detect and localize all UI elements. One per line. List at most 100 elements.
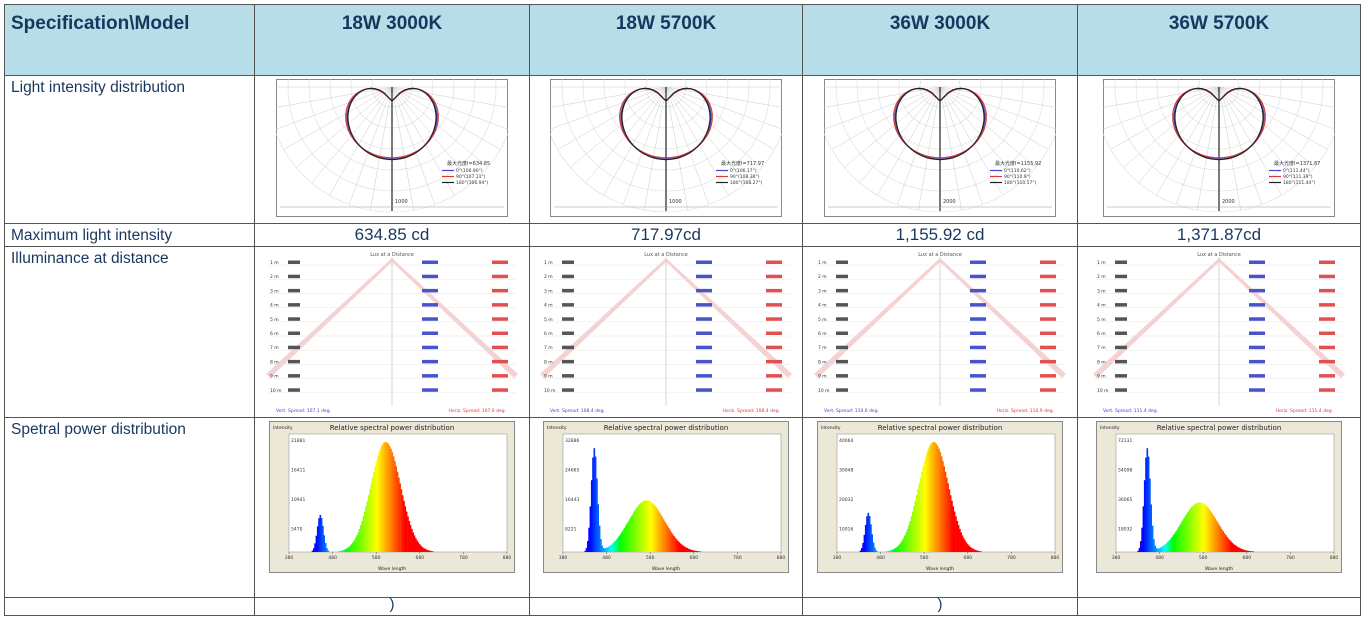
spd-bar <box>889 550 892 552</box>
lux-horiz-spread: Horiz. Spread: 111.4 deg. <box>1276 408 1333 414</box>
spd-bar <box>326 548 328 552</box>
lux-value-blur <box>1115 260 1127 264</box>
lux-value-blur <box>288 274 300 279</box>
spd-bar <box>656 508 658 552</box>
lux-diameter2-blur <box>1040 359 1056 364</box>
spd-bar <box>1248 551 1251 552</box>
spd-bar <box>1157 548 1159 552</box>
spd-bar <box>426 550 429 552</box>
notes-label <box>4 597 255 616</box>
spd-bar <box>350 544 353 552</box>
spd-bar <box>647 500 649 552</box>
spd-bar <box>587 541 589 552</box>
polar-grid-ray <box>665 86 709 205</box>
spd-bar <box>600 539 602 552</box>
lux-value-blur <box>562 260 574 264</box>
lux-diameter2-blur <box>766 317 782 321</box>
polar-grid-ray <box>939 86 1003 196</box>
lux-diameter2-blur <box>1319 303 1335 307</box>
spd-bar <box>1213 516 1215 552</box>
spd-bar <box>1163 545 1166 552</box>
spd-bar <box>421 546 424 552</box>
polar-grid-ray <box>391 86 455 196</box>
lux-diameter-blur <box>696 359 712 364</box>
spd-bar <box>628 519 631 552</box>
polar-grid-ray <box>391 86 508 108</box>
polar-grid-ray <box>877 86 941 196</box>
lux-value-blur <box>562 274 574 279</box>
polar-curve-90deg <box>619 88 713 159</box>
lux-diameter-blur <box>1249 359 1265 364</box>
lux-value-blur <box>288 288 300 293</box>
spd-bar <box>418 544 421 552</box>
spd-bar <box>644 500 647 552</box>
spd-bar <box>618 536 621 552</box>
spd-bar <box>339 551 341 552</box>
lux-horiz-spread: Horiz. Spread: 108.4 deg. <box>723 408 780 414</box>
spd-bar <box>416 540 418 552</box>
spd-bar <box>965 542 968 552</box>
spd-bar <box>396 471 399 552</box>
lux-vert-spread: Vert. Spread: 108.4 deg. <box>550 408 605 414</box>
polar-grid-ray <box>283 86 393 150</box>
spd-bar <box>895 547 897 552</box>
spd-bar <box>367 495 370 552</box>
spd-bar <box>590 480 593 552</box>
lux-diameter-blur <box>970 331 986 335</box>
spd-x-tick: 880 <box>503 555 512 561</box>
polar-grid-ray <box>939 86 962 211</box>
spd-bar <box>977 550 980 552</box>
lux-value-blur <box>288 345 300 350</box>
spd-bar <box>337 551 340 552</box>
polar-grid-ray <box>1110 86 1220 150</box>
polar-grid-ray <box>824 86 941 130</box>
spd-bar <box>613 542 615 552</box>
polar-legend-header: 最大光度I=1155.92 <box>995 160 1041 167</box>
spd-bar <box>677 540 679 552</box>
spd-bar <box>1247 550 1249 552</box>
spd-y-label: Intensity <box>821 425 841 431</box>
spd-x-label: Wave length <box>1205 566 1233 572</box>
polar-grid-ray <box>550 86 667 130</box>
spd-bar <box>875 550 878 552</box>
spd-bar <box>1242 549 1244 552</box>
spd-bar <box>897 545 900 552</box>
spd-x-label: Wave length <box>652 566 680 572</box>
lux-distance-label: 5 m <box>818 317 827 323</box>
spd-bar <box>1179 524 1181 552</box>
lux-value-blur <box>562 359 574 364</box>
spd-bar <box>922 466 925 552</box>
spd-bar <box>668 528 670 552</box>
spd-bar <box>400 489 403 552</box>
spd-bar <box>936 445 939 552</box>
lux-value-blur <box>836 331 848 335</box>
polar-curve-180deg <box>1174 87 1264 161</box>
spd-bar <box>655 506 657 552</box>
lux-distance-label: 4 m <box>818 303 827 309</box>
spd-bar <box>394 461 396 552</box>
lux-diameter-blur <box>1249 260 1265 264</box>
lux-diameter-blur <box>696 345 712 350</box>
polar-legend-label: 90°(110.9°) <box>1004 174 1031 180</box>
spd-bar <box>611 543 614 552</box>
spd-bar <box>384 442 387 552</box>
spd-bar <box>964 540 966 552</box>
spd-bar <box>653 505 656 552</box>
spd-bar <box>1180 522 1183 552</box>
polar-curve-90deg <box>893 88 987 159</box>
polar-grid-ray <box>918 86 941 211</box>
polar-chart-4: 最大光度I=1371.870°(111.44°)90°(111.39°)180°… <box>1103 79 1335 217</box>
spd-bar <box>906 528 909 552</box>
polar-grid-ray <box>831 86 941 150</box>
polar-legend-label: 0°(106.17°) <box>730 168 757 174</box>
spd-bar <box>935 443 938 552</box>
spd-bar <box>1146 448 1149 552</box>
polar-grid-ray <box>349 86 393 205</box>
spd-bar <box>863 534 866 552</box>
spd-bar <box>658 512 661 552</box>
spd-bar <box>1181 520 1184 552</box>
lux-distance-label: 4 m <box>1097 303 1106 309</box>
spd-bar <box>597 504 600 552</box>
spd-bar <box>1244 550 1247 552</box>
spd-bar <box>598 525 601 552</box>
